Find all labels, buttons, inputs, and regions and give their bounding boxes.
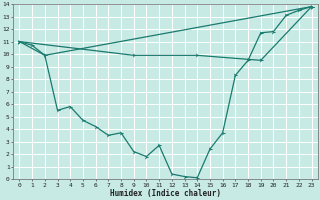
X-axis label: Humidex (Indice chaleur): Humidex (Indice chaleur) [110,189,221,198]
